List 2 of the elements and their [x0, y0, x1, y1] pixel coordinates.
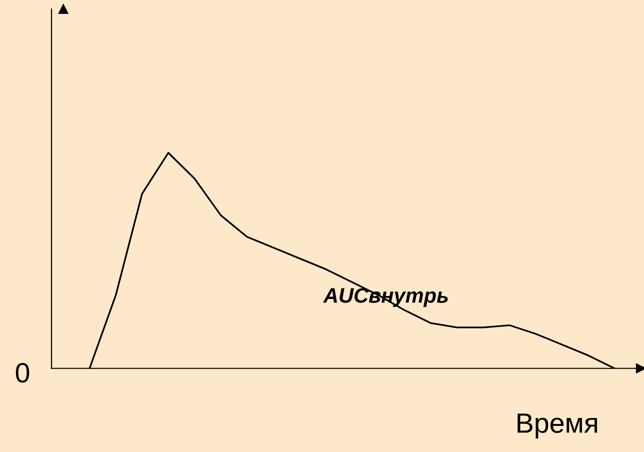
text: 0	[16, 362, 30, 383]
x-axis-title: Время	[518, 414, 597, 438]
